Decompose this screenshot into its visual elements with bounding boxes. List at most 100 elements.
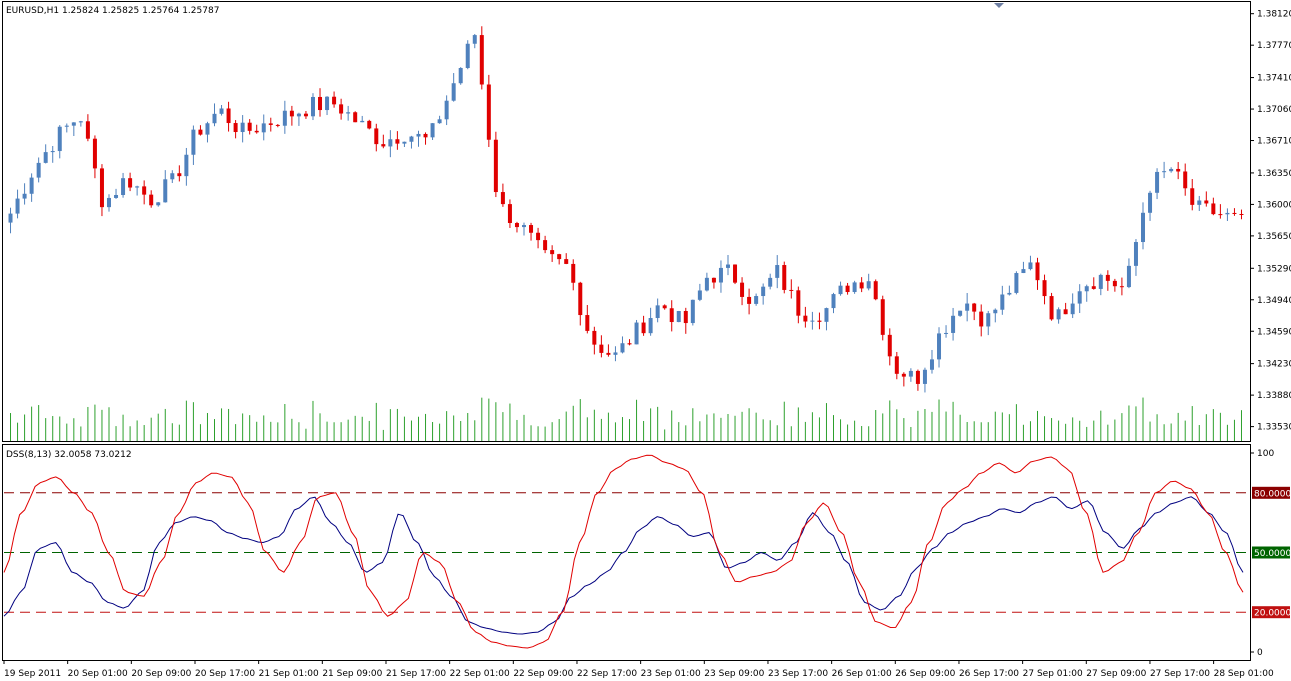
candle-body [1014, 273, 1019, 293]
candle-body [416, 133, 421, 137]
time-tick-label: 21 Sep 17:00 [386, 669, 446, 679]
candle-body [346, 112, 351, 114]
price-tick-label: 1.37410 [1257, 74, 1291, 84]
candle-body [50, 151, 55, 153]
time-tick-label: 21 Sep 09:00 [322, 669, 382, 679]
candle-body [1141, 212, 1146, 243]
candle-body [1225, 212, 1230, 215]
candle-body [1239, 213, 1244, 215]
candle-body [704, 277, 709, 291]
time-tick-label: 27 Sep 01:00 [1023, 669, 1083, 679]
candle-body [29, 177, 34, 194]
time-tick-label: 20 Sep 17:00 [195, 669, 255, 679]
candle-body [1176, 168, 1181, 172]
dss-main-line [3, 496, 1244, 635]
candle-body [289, 110, 294, 117]
candle-layer [8, 26, 1244, 393]
candle-body [261, 123, 266, 133]
candle-body [395, 139, 400, 144]
candle-body [92, 138, 97, 169]
candle-body [1204, 200, 1209, 204]
candle-body [325, 96, 330, 111]
candle-body [627, 343, 632, 345]
candle-body [296, 113, 301, 117]
candle-body [768, 277, 773, 287]
candle-body [908, 370, 913, 377]
candle-body [437, 119, 442, 124]
candle-body [634, 322, 639, 345]
candle-body [275, 124, 280, 126]
candle-body [564, 259, 569, 264]
candle-body [1035, 262, 1040, 281]
candle-body [1232, 212, 1237, 214]
candle-body [367, 120, 372, 129]
candle-body [57, 126, 62, 152]
candle-body [725, 264, 730, 268]
time-tick-label: 23 Sep 09:00 [704, 669, 764, 679]
candle-body [789, 289, 794, 291]
candle-body [817, 320, 822, 322]
candle-body [803, 315, 808, 322]
candle-body [135, 186, 140, 188]
candle-body [937, 333, 942, 360]
candle-body [360, 120, 365, 123]
dss-level-tag-label: 20.0000 [1254, 609, 1291, 619]
candle-body [332, 96, 337, 105]
candle-body [163, 179, 168, 203]
candle-body [958, 310, 963, 316]
candle-body [711, 277, 716, 283]
candle-body [972, 303, 977, 312]
price-tick-label: 1.35290 [1257, 264, 1291, 274]
candle-body [845, 285, 850, 293]
price-tick-label: 1.36710 [1257, 137, 1291, 147]
candle-body [1169, 168, 1174, 172]
candle-body [465, 43, 470, 69]
time-tick-label: 19 Sep 2011 [4, 669, 61, 679]
candle-body [1190, 188, 1195, 205]
price-tick-label: 1.35650 [1257, 232, 1291, 242]
candle-body [149, 194, 154, 206]
candle-body [1197, 200, 1202, 205]
candle-body [944, 332, 949, 334]
candle-body [571, 263, 576, 283]
candle-body [655, 305, 660, 319]
candle-body [1098, 274, 1103, 289]
candle-body [78, 121, 83, 123]
chart-shift-marker-icon[interactable] [994, 3, 1004, 8]
price-tick-label: 1.34590 [1257, 327, 1291, 337]
candle-body [901, 373, 906, 377]
candle-body [1000, 294, 1005, 310]
candle-body [1155, 171, 1160, 193]
time-tick-label: 21 Sep 01:00 [259, 669, 319, 679]
price-tick-label: 1.36000 [1257, 200, 1291, 210]
candle-body [500, 192, 505, 205]
candle-body [529, 225, 534, 233]
candle-body [690, 299, 695, 324]
candle-body [191, 129, 196, 155]
candle-body [1162, 171, 1167, 173]
time-tick-label: 22 Sep 17:00 [577, 669, 637, 679]
candle-body [887, 334, 892, 357]
candle-body [402, 141, 407, 144]
candle-body [669, 308, 674, 323]
candle-body [1119, 286, 1124, 288]
candle-body [683, 311, 688, 324]
price-panel-frame [2, 1, 1251, 442]
candle-body [226, 108, 231, 124]
candle-body [1091, 286, 1096, 289]
time-tick-label: 23 Sep 17:00 [768, 669, 828, 679]
candle-body [310, 96, 315, 117]
candle-body [592, 330, 597, 345]
candle-body [613, 352, 618, 355]
price-tick-label: 1.34230 [1257, 360, 1291, 370]
candle-body [514, 223, 519, 228]
candle-body [662, 305, 667, 309]
candle-body [831, 294, 836, 309]
time-axis: 19 Sep 2011 20 Sep 01:00 20 Sep 09:00 20 Se… [3, 660, 1274, 679]
candle-body [1056, 309, 1061, 320]
candle-body [128, 178, 133, 188]
candle-body [1126, 265, 1131, 288]
price-tick-label: 1.36350 [1257, 169, 1291, 179]
candle-body [522, 225, 527, 228]
candle-body [697, 290, 702, 300]
